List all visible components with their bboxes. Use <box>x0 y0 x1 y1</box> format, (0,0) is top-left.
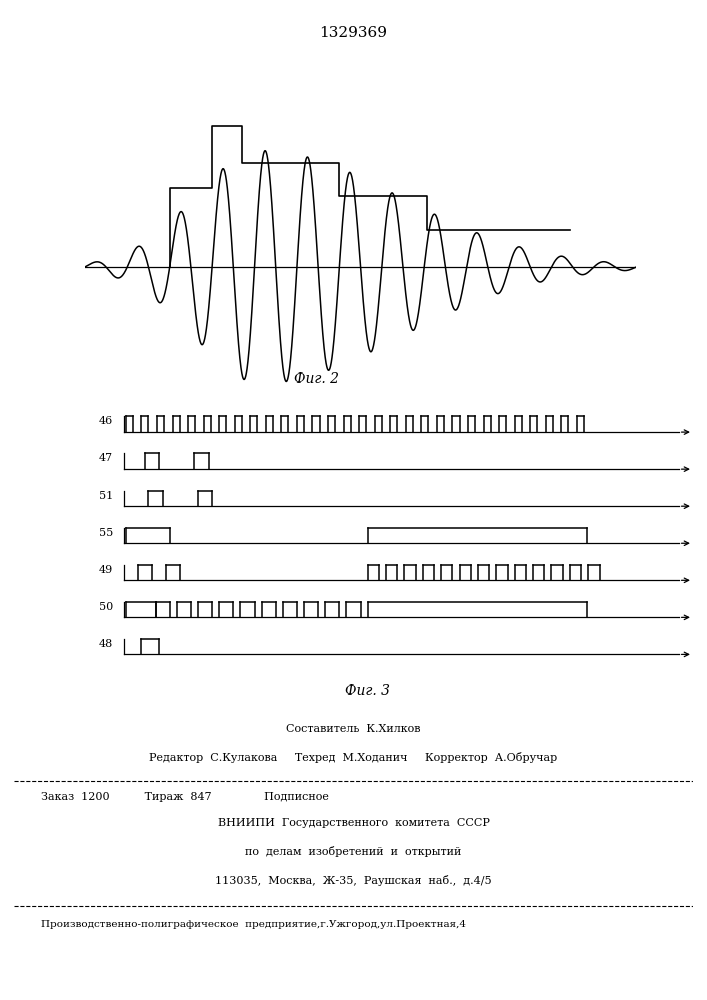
Text: ВНИИПИ  Государственного  комитета  СССР: ВНИИПИ Государственного комитета СССР <box>218 818 489 828</box>
Text: 50: 50 <box>99 602 113 612</box>
Text: 55: 55 <box>99 528 113 538</box>
Text: Фиг. 3: Фиг. 3 <box>345 684 390 698</box>
Text: Редактор  С.Кулакова     Техред  М.Ходанич     Корректор  А.Обручар: Редактор С.Кулакова Техред М.Ходанич Кор… <box>149 752 558 763</box>
Text: Заказ  1200          Тираж  847               Подписное: Заказ 1200 Тираж 847 Подписное <box>41 792 329 802</box>
Text: Производственно-полиграфическое  предприятие,г.Ужгород,ул.Проектная,4: Производственно-полиграфическое предприя… <box>41 920 467 929</box>
Text: 113035,  Москва,  Ж-35,  Раушская  наб.,  д.4/5: 113035, Москва, Ж-35, Раушская наб., д.4… <box>215 875 492 886</box>
Text: Фиг. 2: Фиг. 2 <box>294 372 339 386</box>
Text: 51: 51 <box>99 491 113 501</box>
Text: 47: 47 <box>99 453 113 463</box>
Text: 49: 49 <box>99 565 113 575</box>
Text: 46: 46 <box>99 416 113 426</box>
Text: по  делам  изобретений  и  открытий: по делам изобретений и открытий <box>245 846 462 857</box>
Text: 48: 48 <box>99 639 113 649</box>
Text: 1329369: 1329369 <box>320 26 387 40</box>
Text: Составитель  К.Хилков: Составитель К.Хилков <box>286 724 421 734</box>
